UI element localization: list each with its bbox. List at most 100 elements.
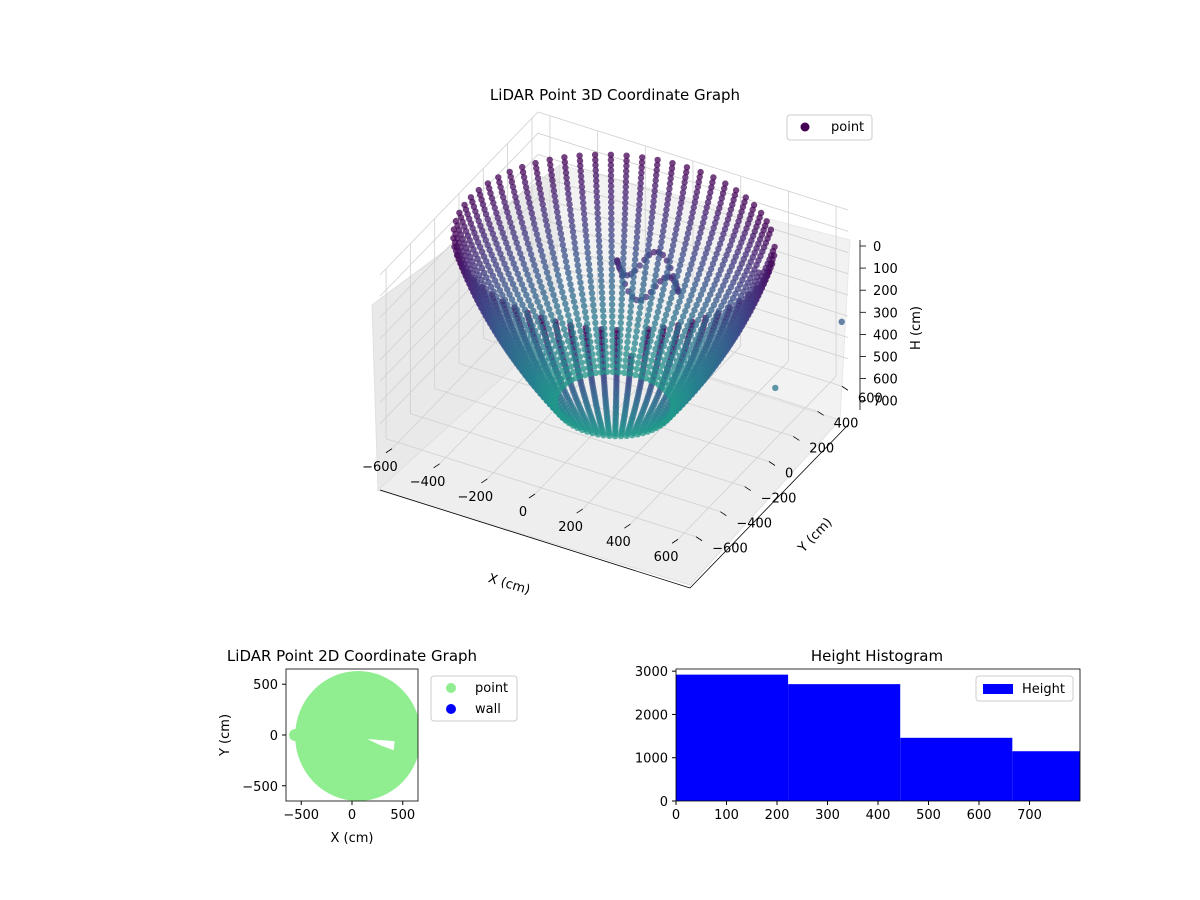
point-3d (588, 344, 595, 352)
point-3d (719, 190, 727, 197)
x-tick-label-hist: 100 (714, 808, 739, 823)
point-region (289, 671, 418, 801)
point-3d (659, 322, 666, 330)
point-3d (636, 190, 644, 197)
point-3d (608, 254, 615, 261)
point-3d (617, 319, 624, 327)
point-3d (482, 237, 489, 244)
point-3d (742, 194, 749, 201)
point-3d (699, 345, 707, 353)
point-3d (516, 276, 523, 283)
point-3d (520, 224, 527, 232)
point-3d (667, 175, 674, 182)
point-3d (662, 337, 669, 344)
y-tick-label-hist: 1000 (635, 752, 668, 767)
point-3d (586, 332, 593, 340)
point-3d (650, 283, 657, 290)
point-3d (703, 316, 710, 323)
point-3d (715, 307, 723, 314)
point-3d (646, 363, 653, 370)
point-3d (570, 369, 577, 376)
point-3d (596, 254, 604, 261)
point-3d (690, 286, 697, 293)
point-3d (703, 204, 710, 211)
z-tick-label-3d: 200 (873, 284, 898, 299)
point-3d (566, 275, 573, 282)
point-3d (519, 169, 527, 176)
point-3d (592, 369, 599, 376)
point-3d (568, 217, 575, 224)
point-3d (532, 159, 539, 167)
point-3d (691, 306, 698, 314)
pane-floor (377, 329, 841, 586)
point-3d (541, 211, 548, 219)
z-axis-label-3d: H (cm) (909, 306, 924, 350)
point-3d (573, 310, 580, 317)
point-3d (695, 296, 703, 303)
point-3d (669, 289, 676, 296)
point-3d (568, 349, 576, 356)
point-3d (491, 204, 498, 212)
z-tick-label-3d: 700 (873, 395, 898, 410)
point-3d (696, 350, 704, 357)
point-3d (524, 271, 531, 278)
point-3d (671, 236, 678, 244)
point-3d (532, 313, 539, 320)
point-3d (710, 174, 717, 181)
point-3d (617, 432, 625, 440)
point-3d (709, 229, 716, 237)
point-3d (669, 160, 676, 167)
point-3d (659, 362, 666, 369)
point-3d (549, 177, 556, 184)
histogram-bar (676, 674, 789, 801)
point-3d (540, 343, 547, 351)
y-tick-label-3d: −200 (761, 492, 797, 507)
point-3d (581, 346, 588, 353)
point-3d (562, 300, 569, 307)
point-3d (634, 322, 641, 329)
point-3d (681, 282, 689, 289)
x-tick-3d (528, 493, 536, 499)
point-3d (694, 183, 702, 191)
point-3d (653, 266, 660, 273)
point-3d (534, 318, 542, 325)
grid-line (379, 154, 849, 318)
point-3d (626, 320, 633, 328)
point-3d (637, 298, 645, 305)
point-3d (673, 358, 681, 365)
point-3d (608, 199, 615, 206)
point-3d (592, 172, 600, 179)
point-3d (621, 221, 628, 228)
point-3d (632, 334, 639, 341)
point-3d (664, 331, 672, 338)
point-3d (571, 335, 578, 342)
point-3d (707, 189, 714, 196)
point-3d (595, 237, 603, 244)
point-3d (589, 429, 596, 437)
point-3d (527, 302, 535, 309)
point-3d (661, 317, 668, 324)
point-3d (647, 337, 654, 345)
point-3d (673, 329, 680, 336)
point-3d (676, 262, 684, 269)
point-3d (595, 220, 602, 228)
point-3d (623, 351, 630, 358)
point-3d (718, 195, 725, 202)
point-3d (538, 283, 545, 291)
point-3d (728, 237, 736, 244)
legend-histogram-swatch (983, 684, 1013, 694)
point-3d (675, 215, 682, 222)
point-3d (755, 269, 763, 276)
point-3d (676, 210, 683, 217)
point-3d (493, 240, 500, 247)
point-3d (504, 286, 511, 293)
x-tick-label-hist: 200 (765, 808, 790, 823)
point-3d (709, 286, 716, 293)
point-3d (713, 276, 720, 283)
point-3d (520, 174, 528, 181)
point-3d (625, 326, 632, 334)
point-3d (680, 313, 687, 320)
point-3d (664, 351, 671, 358)
point-3d (595, 226, 602, 233)
point-3d (580, 205, 587, 212)
